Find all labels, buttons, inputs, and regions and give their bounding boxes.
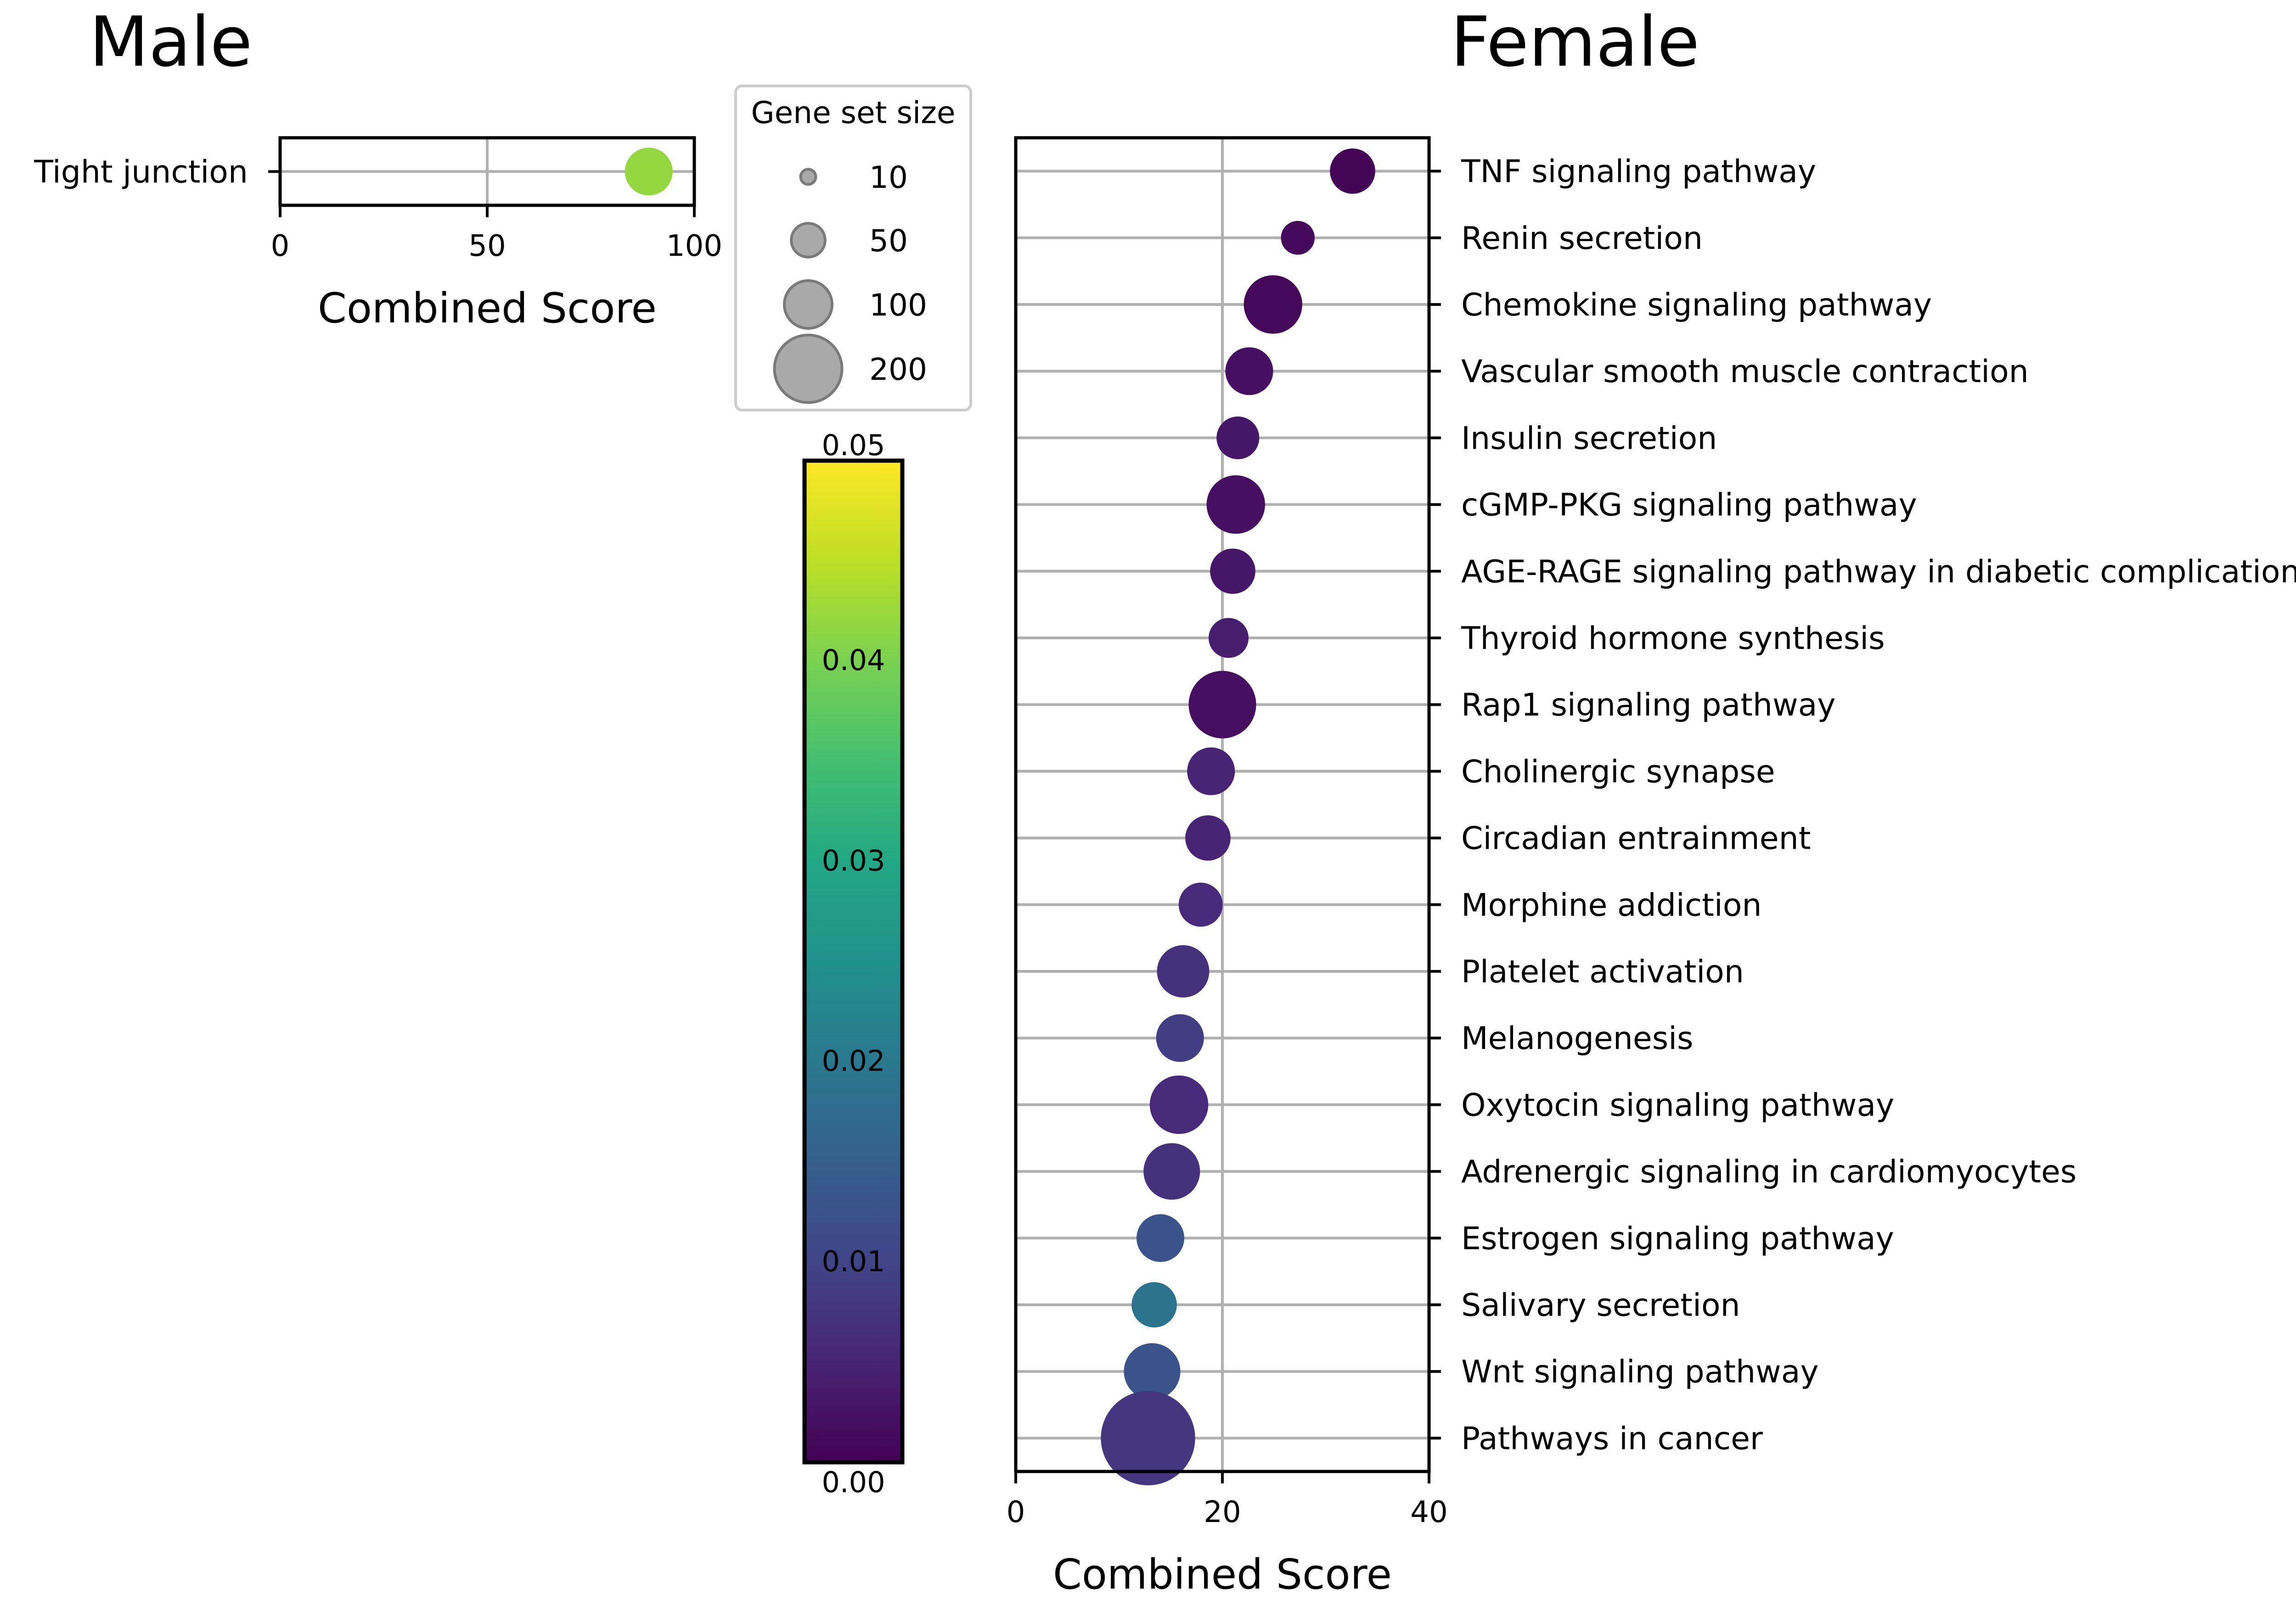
female-point-6 bbox=[1210, 548, 1255, 594]
female-ylabel-19: Pathways in cancer bbox=[1461, 1421, 1763, 1457]
legend-marker-2 bbox=[783, 279, 833, 330]
male-title: Male bbox=[89, 2, 252, 82]
female-ylabel-13: Melanogenesis bbox=[1461, 1020, 1693, 1057]
legend-marker-0 bbox=[799, 168, 817, 186]
female-point-17 bbox=[1131, 1282, 1177, 1328]
female-ylabel-10: Circadian entrainment bbox=[1461, 821, 1811, 857]
legend-label-0: 10 bbox=[869, 160, 908, 195]
colorbar-tick-label-4: 0.04 bbox=[822, 643, 885, 677]
female-ylabel-18: Wnt signaling pathway bbox=[1461, 1354, 1819, 1390]
female-point-7 bbox=[1208, 618, 1249, 658]
female-point-3 bbox=[1225, 347, 1273, 395]
female-point-12 bbox=[1157, 945, 1210, 998]
female-xtick-label-0: 0 bbox=[1007, 1495, 1025, 1529]
female-point-1 bbox=[1281, 221, 1315, 255]
female-point-18 bbox=[1124, 1343, 1181, 1400]
male-xtick-label-1: 50 bbox=[468, 229, 506, 263]
female-ylabel-9: Cholinergic synapse bbox=[1461, 754, 1775, 790]
legend-label-2: 100 bbox=[869, 288, 927, 323]
female-point-14 bbox=[1149, 1075, 1209, 1134]
female-point-16 bbox=[1137, 1214, 1184, 1262]
female-point-9 bbox=[1187, 747, 1235, 795]
female-point-15 bbox=[1143, 1143, 1200, 1200]
female-point-11 bbox=[1178, 882, 1223, 927]
size-legend: Gene set size 10 50 100 200 bbox=[734, 85, 972, 412]
male-ylabel-0: Tight junction bbox=[34, 154, 248, 191]
female-ylabel-12: Platelet activation bbox=[1461, 954, 1744, 990]
legend-marker-3 bbox=[773, 333, 844, 404]
female-point-8 bbox=[1188, 671, 1256, 738]
female-xlabel: Combined Score bbox=[1053, 1550, 1392, 1599]
colorbar-tick-label-5: 0.05 bbox=[822, 428, 885, 462]
female-ylabel-5: cGMP-PKG signaling pathway bbox=[1461, 487, 1917, 524]
female-ylabel-17: Salivary secretion bbox=[1461, 1287, 1740, 1324]
female-point-10 bbox=[1185, 815, 1231, 861]
female-ylabel-8: Rap1 signaling pathway bbox=[1461, 687, 1836, 723]
male-point-0 bbox=[625, 147, 673, 196]
colorbar-tick-label-2: 0.02 bbox=[822, 1044, 885, 1078]
female-point-4 bbox=[1216, 416, 1260, 459]
legend-title: Gene set size bbox=[751, 95, 956, 130]
female-ylabel-3: Vascular smooth muscle contraction bbox=[1461, 354, 2029, 390]
female-ylabel-4: Insulin secretion bbox=[1461, 420, 1717, 457]
female-ylabel-2: Chemokine signaling pathway bbox=[1461, 287, 1932, 323]
colorbar-tick-label-0: 0.00 bbox=[822, 1466, 885, 1499]
female-xtick-label-1: 20 bbox=[1204, 1495, 1241, 1529]
female-point-0 bbox=[1330, 148, 1375, 194]
male-xlabel: Combined Score bbox=[318, 284, 657, 333]
female-xtick-label-2: 40 bbox=[1410, 1495, 1447, 1529]
legend-label-3: 200 bbox=[869, 352, 927, 387]
female-point-5 bbox=[1206, 475, 1265, 534]
p-value-colorbar: 0.00 0.01 0.02 0.03 0.04 0.05 bbox=[802, 428, 905, 1499]
female-ylabel-0: TNF signaling pathway bbox=[1461, 154, 1816, 190]
female-ylabel-6: AGE-RAGE signaling pathway in diabetic c… bbox=[1461, 554, 2296, 590]
colorbar-tick-label-1: 0.01 bbox=[822, 1245, 885, 1278]
male-xtick-label-0: 0 bbox=[271, 229, 290, 263]
legend-label-1: 50 bbox=[869, 223, 908, 259]
female-ylabel-14: Oxytocin signaling pathway bbox=[1461, 1087, 1894, 1123]
legend-marker-1 bbox=[790, 222, 827, 259]
female-title: Female bbox=[1451, 2, 1699, 82]
legend-box bbox=[734, 85, 972, 412]
colorbar-tick-label-3: 0.03 bbox=[822, 844, 885, 877]
female-ylabel-16: Estrogen signaling pathway bbox=[1461, 1221, 1894, 1257]
female-ylabel-11: Morphine addiction bbox=[1461, 887, 1761, 924]
female-point-13 bbox=[1156, 1014, 1204, 1062]
colorbar-gradient bbox=[802, 458, 905, 1465]
male-panel: Male Tight junction 0 50 100 Combined Score bbox=[34, 2, 722, 333]
female-point-19 bbox=[1101, 1391, 1195, 1486]
female-ylabel-1: Renin secretion bbox=[1461, 220, 1703, 257]
female-point-2 bbox=[1244, 275, 1302, 334]
female-panel: Female TNF signaling pathway Renin secreti… bbox=[1007, 2, 2296, 1599]
male-xtick-label-2: 100 bbox=[666, 229, 722, 263]
female-ylabel-7: Thyroid hormone synthesis bbox=[1461, 620, 1885, 657]
female-ylabel-15: Adrenergic signaling in cardiomyocytes bbox=[1461, 1154, 2077, 1190]
